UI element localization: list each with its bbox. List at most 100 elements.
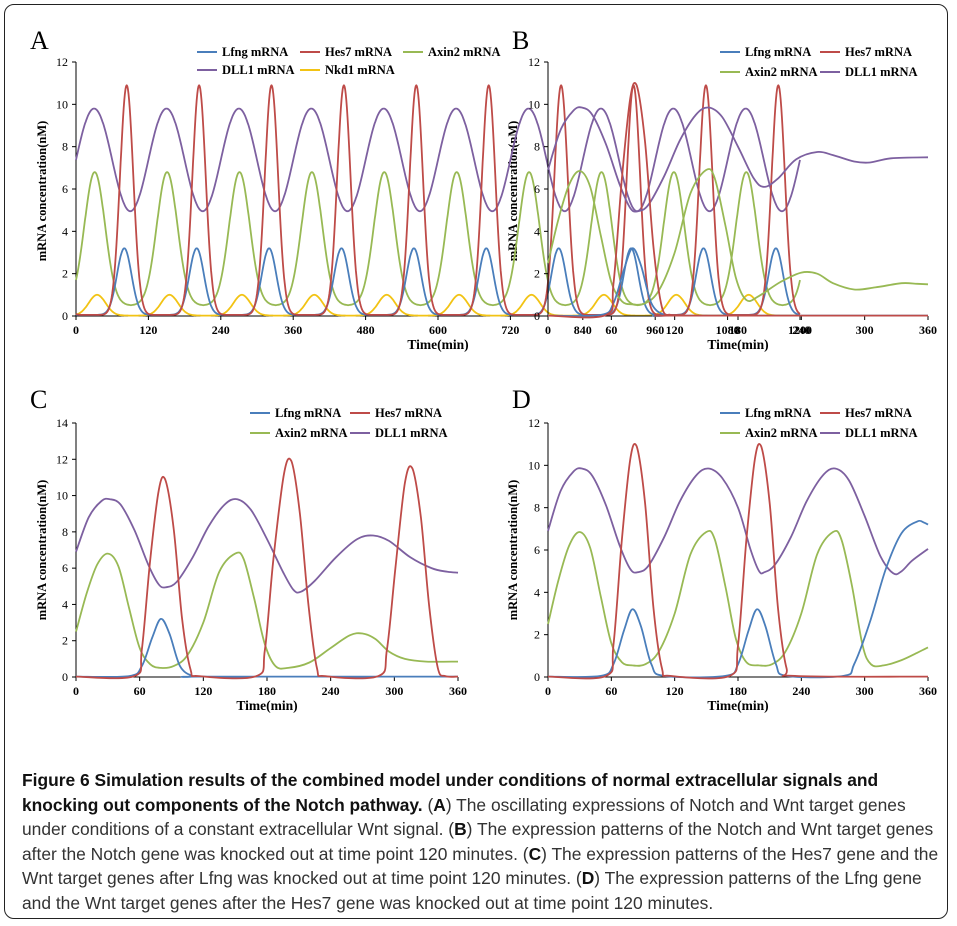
series-line-axin2 xyxy=(547,168,929,306)
legend-label: Axin2 mRNA xyxy=(745,65,818,79)
x-tick-label: 0 xyxy=(545,684,551,698)
legend: Lfng mRNA Hes7 mRNA Axin2 mRNA DLL1 mRNA xyxy=(720,406,918,440)
panel-label: D xyxy=(512,385,531,414)
caption-paren: ( xyxy=(517,843,529,864)
x-tick-label: 180 xyxy=(729,684,747,698)
x-axis-label: Time(min) xyxy=(707,337,768,352)
y-tick-label: 4 xyxy=(534,585,540,599)
legend-label: DLL1 mRNA xyxy=(222,63,295,77)
x-tick-label: 1200 xyxy=(788,323,812,337)
caption-text-a: The oscillating expressions of Notch and… xyxy=(22,794,906,840)
legend-label: Axin2 mRNA xyxy=(275,426,348,440)
legend-label: Lfng mRNA xyxy=(275,406,341,420)
y-axis-label: mRNA concentration(nM) xyxy=(35,480,49,621)
caption-panel-ref: B xyxy=(454,819,467,839)
y-tick-label: 2 xyxy=(534,628,540,642)
x-tick-label: 720 xyxy=(501,323,519,337)
y-tick-label: 6 xyxy=(62,561,68,575)
x-tick-label: 360 xyxy=(449,684,467,698)
panel-label: A xyxy=(30,26,49,55)
series-line-dll1 xyxy=(547,467,929,576)
y-tick-label: 4 xyxy=(62,224,68,238)
series-line-axin2 xyxy=(547,529,929,668)
series-line-hes7 xyxy=(75,457,459,680)
x-tick-label: 300 xyxy=(856,684,874,698)
series-line-hes7 xyxy=(547,82,929,319)
caption-paren: ) xyxy=(594,868,605,888)
caption-text-d: The expression patterns of the Lfng gene… xyxy=(22,868,922,913)
x-tick-label: 0 xyxy=(73,323,79,337)
series-line-axin2 xyxy=(75,171,801,307)
x-tick-label: 360 xyxy=(284,323,302,337)
y-tick-label: 12 xyxy=(56,55,68,69)
legend-label: Axin2 mRNA xyxy=(745,426,818,440)
caption-text-c: The expression patterns of the Hes7 gene… xyxy=(22,843,939,889)
caption-paren: ) xyxy=(541,843,552,864)
x-tick-label: 240 xyxy=(322,684,340,698)
series-line-axin2 xyxy=(75,551,459,670)
x-tick-label: 840 xyxy=(574,323,592,337)
panel-a: A mRNA concentration(nM) Time(min) Lfng … xyxy=(30,26,501,352)
x-axis-label: Time(min) xyxy=(707,698,768,713)
x-tick-label: 60 xyxy=(605,684,617,698)
x-tick-label: 0 xyxy=(73,684,79,698)
x-axis-label: Time(min) xyxy=(407,337,468,352)
x-tick-label: 1080 xyxy=(716,323,740,337)
legend-label: Hes7 mRNA xyxy=(375,406,442,420)
y-axis-label: mRNA concentration(nM) xyxy=(35,121,49,262)
legend: Lfng mRNA Hes7 mRNA Axin2 mRNA DLL1 mRNA… xyxy=(197,45,501,77)
figure-frame xyxy=(4,4,948,919)
y-tick-label: 4 xyxy=(62,597,68,611)
caption-paren: ( xyxy=(422,794,434,815)
x-tick-label: 60 xyxy=(605,323,617,337)
x-tick-label: 180 xyxy=(258,684,276,698)
chart-c: 0 2 4 6 8 10 12 14 0 60 120 180 240 300 360 xyxy=(56,416,467,698)
legend: Lfng mRNA Hes7 mRNA Axin2 mRNA DLL1 mRNA xyxy=(720,45,918,79)
x-tick-label: 60 xyxy=(134,684,146,698)
legend-label: Lfng mRNA xyxy=(222,45,288,59)
x-tick-label: 120 xyxy=(194,684,212,698)
x-tick-label: 300 xyxy=(856,323,874,337)
legend-label: DLL1 mRNA xyxy=(375,426,448,440)
y-axis-label: mRNA concentration(nM) xyxy=(506,480,520,621)
y-tick-label: 10 xyxy=(56,489,68,503)
legend-label: Lfng mRNA xyxy=(745,45,811,59)
legend: Lfng mRNA Hes7 mRNA Axin2 mRNA DLL1 mRNA xyxy=(250,406,448,440)
y-tick-label: 14 xyxy=(56,416,68,430)
legend-label: DLL1 mRNA xyxy=(845,65,918,79)
caption-heading: Figure 6 Simulation results of the combi… xyxy=(22,770,879,815)
y-tick-label: 12 xyxy=(56,452,68,466)
figure-caption: Figure 6 Simulation results of the combi… xyxy=(22,768,948,915)
panel-d: D mRNA concentration(nM) Time(min) Lfng … xyxy=(506,385,918,713)
figure-panels: A mRNA concentration(nM) Time(min) Lfng … xyxy=(30,26,937,713)
y-tick-label: 6 xyxy=(534,543,540,557)
y-tick-label: 12 xyxy=(528,416,540,430)
x-tick-label: 960 xyxy=(646,323,664,337)
legend-label: Axin2 mRNA xyxy=(428,45,501,59)
panel-c: C mRNA concentration(nM) Time(min) Lfng … xyxy=(30,385,448,713)
series-line-hes7 xyxy=(547,443,929,680)
y-tick-label: 0 xyxy=(62,670,68,684)
caption-paren: ) xyxy=(445,794,457,815)
x-tick-label: 180 xyxy=(729,323,747,337)
y-tick-label: 2 xyxy=(534,267,540,281)
panel-label: B xyxy=(512,26,529,55)
series-line-dll1 xyxy=(75,497,459,594)
x-tick-label: 240 xyxy=(212,323,230,337)
x-tick-label: 120 xyxy=(139,323,157,337)
y-tick-label: 10 xyxy=(56,97,68,111)
y-tick-label: 2 xyxy=(62,634,68,648)
legend-label: Hes7 mRNA xyxy=(325,45,392,59)
y-tick-label: 10 xyxy=(528,97,540,111)
panel-b: B mRNA concentration(nM) Time(min) Lfng … xyxy=(506,26,918,352)
series-line-lfng xyxy=(547,519,929,679)
y-tick-label: 0 xyxy=(534,670,540,684)
x-tick-label: 0 xyxy=(545,323,551,337)
x-axis-label: Time(min) xyxy=(236,698,297,713)
y-tick-label: 0 xyxy=(62,309,68,323)
x-tick-label: 360 xyxy=(919,323,937,337)
y-tick-label: 4 xyxy=(534,224,540,238)
legend-label: Hes7 mRNA xyxy=(845,45,912,59)
